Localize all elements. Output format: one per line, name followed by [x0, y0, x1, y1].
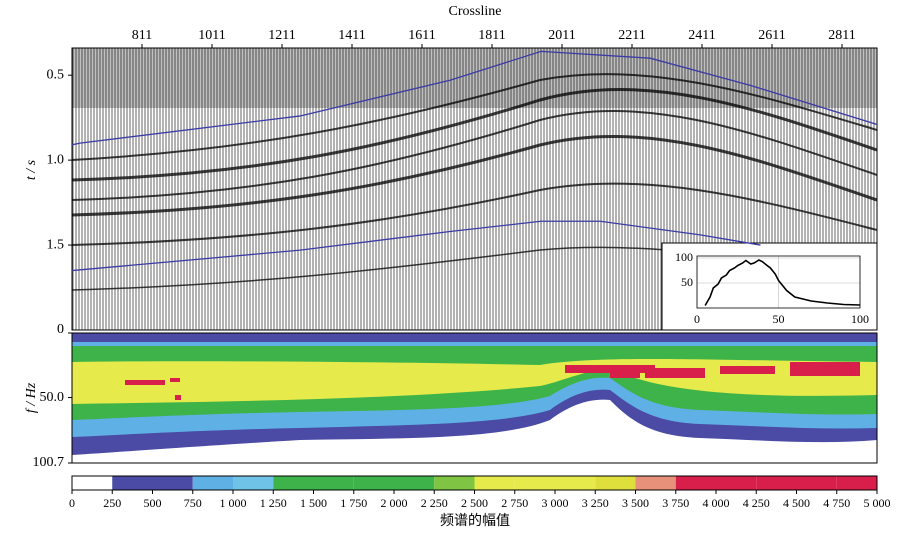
colorbar-segment: [192, 476, 233, 490]
x-tick-label: 2 250: [421, 496, 448, 510]
colorbar-segment: [555, 476, 596, 490]
inset-frame: [661, 242, 878, 331]
x-tick-label: 50: [773, 312, 785, 326]
x-tick-label: 2811: [828, 28, 855, 43]
x-tick-label: 1611: [408, 28, 435, 43]
y-tick-label: 0: [57, 322, 64, 337]
x-tick-label: 5 000: [864, 496, 891, 510]
inset-axes: [696, 255, 861, 309]
x-tick-label: 811: [132, 28, 152, 43]
colorbar-segment: [836, 476, 877, 490]
y-tick-label: 1.5: [47, 237, 65, 252]
x-tick-label: 4 000: [703, 496, 730, 510]
y-tick-label: 100.7: [33, 455, 65, 470]
y-tick-label: 50: [681, 275, 693, 289]
colorbar-segment: [233, 476, 274, 490]
section-frame: [71, 47, 878, 331]
y-tick-label: 100: [675, 250, 693, 264]
x-tick-label: 1411: [338, 28, 365, 43]
x-tick-label: 500: [144, 496, 162, 510]
colorbar-segment: [796, 476, 837, 490]
x-tick-label: 1011: [198, 28, 225, 43]
colorbar-title: 频谱的幅值: [440, 513, 510, 529]
x-tick-label: 1 000: [220, 496, 247, 510]
colorbar-segment: [72, 476, 113, 490]
x-tick-label: 2 000: [381, 496, 408, 510]
y-tick-label: 1.0: [47, 152, 65, 167]
x-tick-label: 2 500: [461, 496, 488, 510]
y-axis-title: t / s: [24, 159, 39, 180]
x-tick-label: 3 500: [622, 496, 649, 510]
x-tick-label: 1 250: [260, 496, 287, 510]
colorbar-segment: [394, 476, 435, 490]
x-tick-label: 3 000: [542, 496, 569, 510]
x-tick-label: 1811: [478, 28, 505, 43]
y-axis-title: f / Hz: [24, 382, 39, 413]
horizon-line: [72, 220, 761, 272]
colorbar-segment: [595, 476, 636, 490]
colorbar-segment: [112, 476, 153, 490]
x-tick-label: 4 750: [823, 496, 850, 510]
x-tick-label: 3 250: [582, 496, 609, 510]
spectrum-line: [704, 259, 861, 306]
x-tick-label: 2411: [688, 28, 715, 43]
x-tick-label: 2611: [758, 28, 785, 43]
colorbar-segment: [756, 476, 797, 490]
x-tick-label: 2011: [548, 28, 575, 43]
x-tick-label: 3 750: [662, 496, 689, 510]
colorbar-segment: [353, 476, 394, 490]
x-tick-label: 1211: [268, 28, 295, 43]
x-tick-label: 0: [694, 312, 700, 326]
colorbar-segment: [434, 476, 475, 490]
x-tick-label: 1 750: [340, 496, 367, 510]
colorbar-segment: [474, 476, 515, 490]
colorbar-segment: [635, 476, 676, 490]
x-tick-label: 2 750: [501, 496, 528, 510]
y-tick-label: 0.5: [47, 67, 65, 82]
x-axis-title: Crossline: [449, 4, 502, 19]
x-tick-label: 1 500: [300, 496, 327, 510]
x-tick-label: 100: [851, 312, 869, 326]
x-tick-label: 2211: [618, 28, 645, 43]
colorbar-segment: [313, 476, 354, 490]
spectrum-image: [72, 333, 877, 463]
x-tick-label: 0: [69, 496, 75, 510]
x-tick-label: 4 250: [743, 496, 770, 510]
x-tick-label: 750: [184, 496, 202, 510]
colorbar-segment: [152, 476, 193, 490]
colorbar-segment: [675, 476, 716, 490]
x-tick-label: 4 500: [783, 496, 810, 510]
colorbar-segment: [273, 476, 314, 490]
x-tick-label: 250: [103, 496, 121, 510]
colorbar-segment: [716, 476, 757, 490]
horizon-line: [72, 50, 877, 146]
y-tick-label: 50.0: [40, 390, 65, 405]
seismic-image: [72, 48, 877, 330]
colorbar-segment: [514, 476, 555, 490]
